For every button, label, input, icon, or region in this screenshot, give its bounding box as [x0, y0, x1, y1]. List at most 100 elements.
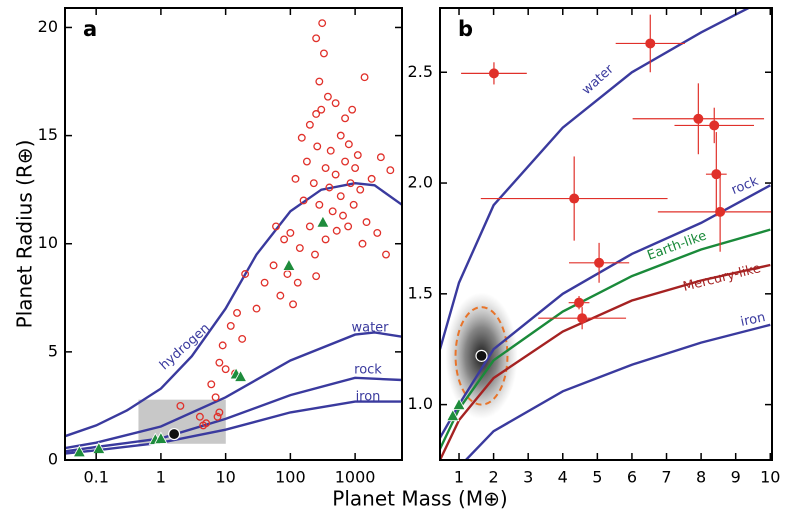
curve [65, 376, 402, 453]
planet-point [233, 308, 241, 317]
planet-point [344, 222, 353, 231]
planet-point [215, 408, 224, 417]
planet-point [339, 211, 347, 220]
planet-point [328, 207, 337, 216]
curve-label: rock [729, 174, 761, 198]
y-tick-label: 1.5 [408, 283, 433, 302]
planet-point [332, 226, 341, 235]
curve-label: rock [354, 363, 382, 378]
planet-point [711, 169, 722, 180]
highlight-planet [475, 349, 488, 362]
planet-point [238, 334, 247, 343]
zoom-region [138, 399, 226, 444]
curve [65, 331, 402, 450]
planet-point [289, 300, 298, 309]
plot-frame [64, 7, 403, 461]
y-axis-label: Planet Radius (R⊕) [13, 140, 37, 329]
planet-point [351, 164, 360, 172]
solar-planet [452, 397, 466, 411]
curve-label: Mercury-like [682, 261, 763, 295]
curve [65, 400, 402, 455]
planet-point [317, 105, 326, 114]
planet-point [382, 250, 390, 259]
planet-point [336, 131, 345, 140]
planet-point [309, 179, 318, 188]
y-tick-label: 15 [38, 125, 58, 144]
solar-planet [233, 369, 248, 382]
y-tick-label: 0 [48, 450, 58, 469]
planet-point [293, 278, 302, 287]
planet-point [645, 38, 656, 49]
highlight-planet [168, 427, 181, 441]
planet-point [349, 200, 358, 209]
planet-point [336, 192, 345, 201]
planet-point [312, 272, 321, 281]
planet-point [362, 218, 371, 227]
planet-point [305, 120, 314, 129]
planet-point [195, 412, 204, 421]
curve [465, 323, 771, 460]
x-tick-label: 10 [760, 468, 780, 487]
curve-label: hydrogen [157, 321, 213, 373]
planet-point [252, 304, 261, 313]
plot-area [65, 19, 402, 458]
planet-point [302, 157, 311, 166]
planet-point [331, 170, 340, 179]
planet-point [312, 110, 321, 118]
planet-point [272, 222, 280, 231]
x-tick-label: 6 [627, 468, 637, 487]
x-tick-label: 10 [215, 468, 235, 487]
planet-point [321, 164, 330, 172]
planet-point [318, 19, 327, 28]
planet-point [280, 235, 289, 244]
solar-planet [446, 408, 460, 422]
planet-point [346, 179, 355, 188]
planet-point [241, 270, 250, 278]
planet-point [299, 196, 308, 205]
planet-point [313, 142, 322, 151]
planet-point [213, 412, 222, 421]
planet-point [323, 92, 332, 101]
planet-point [176, 401, 185, 410]
y-tick-label: 2.5 [408, 62, 433, 81]
highlight-ellipse [454, 306, 509, 406]
curve-label: iron [356, 390, 381, 405]
curve [440, 263, 771, 460]
planet-point [202, 419, 211, 428]
solar-planet [92, 441, 106, 454]
x-tick-label: 1000 [335, 468, 376, 487]
x-tick-label: 1 [454, 468, 464, 487]
planet-point [325, 183, 334, 192]
y-tick-label: 10 [38, 233, 58, 252]
planet-point [341, 114, 350, 123]
y-tick-label: 20 [38, 17, 58, 36]
x-tick-label: 1 [156, 468, 166, 487]
planet-point [305, 222, 314, 231]
planet-point [715, 206, 726, 217]
x-tick-label: 0.1 [83, 468, 108, 487]
planet-point [291, 174, 300, 183]
planet-point [358, 239, 367, 248]
planet-point [283, 270, 292, 278]
planet-point [207, 380, 216, 389]
planet-point [344, 140, 353, 149]
solar-planet [282, 258, 296, 271]
planet-point [356, 185, 365, 194]
x-axis-label: Planet Mass (M⊕) [332, 487, 507, 511]
planet-point [321, 235, 330, 244]
planet-point [269, 261, 278, 270]
planet-point [315, 77, 324, 86]
planet-point [693, 113, 704, 124]
x-tick-label: 2 [489, 468, 499, 487]
x-tick-label: 4 [558, 468, 568, 487]
planet-point [211, 393, 220, 402]
planet-point [488, 68, 499, 79]
solar-planet [154, 431, 168, 444]
solar-planet [316, 215, 330, 228]
planet-point [709, 120, 720, 131]
planet-point [297, 133, 306, 142]
planet-point [348, 105, 357, 114]
curve-label: iron [739, 310, 766, 330]
planet-point [577, 313, 588, 324]
